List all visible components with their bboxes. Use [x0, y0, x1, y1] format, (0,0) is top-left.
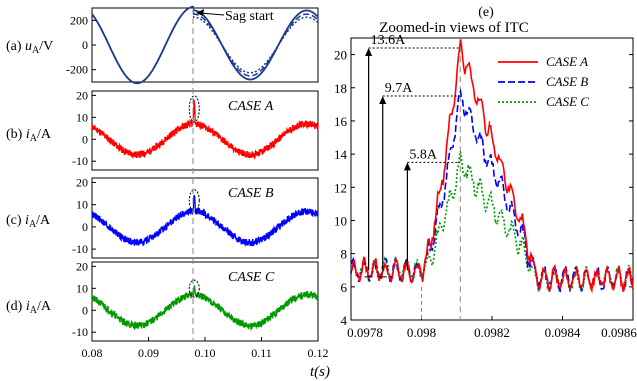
panel-a-yticks: 200 0 -200 [66, 13, 96, 77]
ytick-label: 10 [334, 213, 347, 228]
panel-e-traces [350, 39, 634, 294]
ytick-label: 0 [82, 303, 88, 317]
sag-start-label: Sag start [225, 9, 274, 24]
ytick-label: 20 [76, 88, 88, 102]
ytick-label: 200 [70, 13, 88, 27]
panel-d-xticks: 0.08 0.09 0.10 0.11 0.12 [82, 337, 329, 360]
panel-b-case-label: CASE A [228, 99, 274, 114]
itc-trace-dotted [350, 151, 634, 293]
delta-label: 13.6A [371, 33, 407, 48]
ytick-label: 12 [334, 180, 347, 195]
ytick-label: 0 [82, 38, 88, 52]
panel-e-legend: CASE A CASE B CASE C [490, 47, 628, 125]
panel-b-trace [91, 95, 319, 161]
panel-e-title: Zoomed-in views of ITC [379, 20, 529, 36]
current-trace [91, 98, 319, 161]
ytick-label: 4 [341, 313, 348, 328]
panel-a: 200 0 -200 (a) uA/V Sag start [6, 5, 319, 85]
legend-label: CASE C [546, 94, 589, 109]
legend-label: CASE B [546, 74, 588, 89]
panel-c-trace [91, 189, 319, 247]
panel-e-annotations: 13.6A 9.7A 5.8A [364, 33, 461, 278]
delta-arrow-head [379, 96, 387, 105]
panel-b-label: (b) iA/A [6, 127, 52, 144]
xtick-label: 0.0984 [545, 325, 581, 340]
xtick-label: 0.08 [82, 346, 103, 360]
legend-label: CASE A [546, 54, 588, 69]
panel-c-case-label: CASE B [228, 186, 274, 201]
ytick-label: 0 [82, 220, 88, 234]
itc-trace-solid [350, 39, 634, 294]
ytick-label: 8 [341, 247, 348, 262]
spike-highlight-ellipse [188, 189, 200, 212]
panel-c-yticks: 20 10 0 -10 [72, 175, 96, 256]
xtick-label: 0.0978 [347, 325, 383, 340]
panel-d-frame [91, 261, 319, 342]
xtick-label: 0.098 [407, 325, 436, 340]
current-trace [91, 285, 319, 331]
ytick-label: -200 [66, 63, 88, 77]
panel-b-frame [91, 90, 319, 171]
panel-a-traces [91, 5, 319, 85]
xtick-label: 0.10 [195, 346, 216, 360]
panel-e-letter: (e) [478, 5, 494, 20]
spike-highlight-ellipse [188, 95, 200, 123]
current-trace [91, 195, 319, 247]
x-axis-label: t(s) [310, 364, 330, 380]
ytick-label: -10 [72, 154, 88, 168]
panel-d: 20 10 0 -10 (d) iA/A CASE C 0.08 0.09 0.10 0.1… [6, 259, 329, 360]
ytick-label: 14 [334, 147, 348, 162]
panel-c-label: (c) iA/A [6, 213, 51, 230]
panel-b: 20 10 0 -10 (b) iA/A CASE A [6, 88, 319, 171]
panel-d-case-label: CASE C [228, 270, 275, 285]
ytick-label: 20 [76, 259, 88, 273]
panel-e-yticks: 4 6 8 10 12 14 16 18 20 [334, 48, 633, 328]
ytick-label: 18 [334, 81, 347, 96]
ytick-label: -10 [72, 325, 88, 339]
delta-label: 9.7A [385, 81, 414, 96]
xtick-label: 0.0986 [601, 325, 637, 340]
delta-arrow-head [365, 47, 373, 56]
ytick-label: 10 [76, 110, 88, 124]
xtick-label: 0.12 [308, 346, 329, 360]
panel-d-yticks: 20 10 0 -10 [72, 259, 96, 339]
panel-a-label: (a) uA/V [6, 39, 53, 56]
ytick-label: 6 [341, 280, 348, 295]
spike-highlight-ellipse [188, 279, 200, 298]
ytick-label: 0 [82, 132, 88, 146]
ytick-label: -10 [72, 242, 88, 256]
panel-d-trace [91, 279, 319, 331]
sag-arrow-head [196, 9, 204, 16]
panel-d-label: (d) iA/A [6, 299, 52, 316]
ytick-label: 20 [334, 48, 347, 63]
panel-b-yticks: 20 10 0 -10 [72, 88, 96, 168]
xtick-label: 0.11 [251, 346, 272, 360]
ytick-label: 20 [76, 175, 88, 189]
xtick-label: 0.09 [138, 346, 159, 360]
panel-e: (e) Zoomed-in views of ITC 4 6 8 10 12 14 16 18… [334, 5, 637, 340]
ytick-label: 10 [76, 198, 88, 212]
voltage-trace-solid [91, 5, 319, 85]
panel-c: 20 10 0 -10 (c) iA/A CASE B [6, 175, 319, 259]
ytick-label: 10 [76, 281, 88, 295]
delta-label: 5.8A [409, 147, 438, 162]
panel-e-xticks: 0.0978 0.098 0.0982 0.0984 0.0986 [347, 316, 637, 340]
ytick-label: 16 [334, 114, 348, 129]
sag-arrow [199, 12, 225, 16]
xtick-label: 0.0982 [474, 325, 510, 340]
legend-box [490, 47, 628, 125]
delta-arrow-head [403, 162, 411, 171]
panel-c-frame [91, 177, 319, 259]
